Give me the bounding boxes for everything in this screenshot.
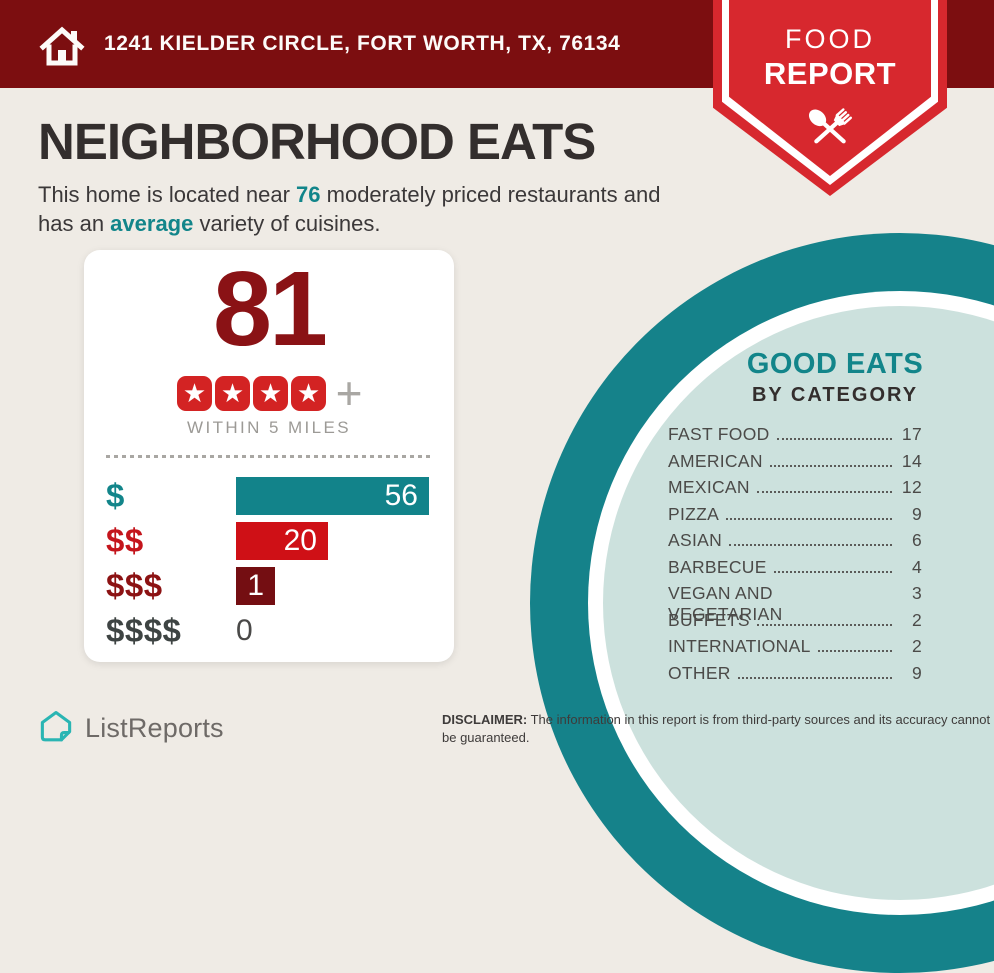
star-icon: ★ — [291, 376, 327, 411]
dotted-leader — [737, 676, 892, 679]
good-eats-title: GOOD EATS — [746, 348, 924, 380]
category-value: 12 — [901, 477, 922, 497]
category-label: BUFFETS — [668, 609, 750, 630]
price-bar: 0 — [236, 612, 432, 650]
star-icon: ★ — [253, 376, 289, 411]
price-label: $$ — [106, 521, 144, 559]
category-label: PIZZA — [668, 503, 720, 524]
category-value: 4 — [911, 556, 922, 577]
category-label: FAST FOOD — [668, 424, 770, 444]
price-label: $ — [106, 476, 125, 514]
price-bar-value: 0 — [236, 613, 253, 647]
price-row: $$ 20 — [106, 518, 432, 563]
ribbon-title-line2: REPORT — [763, 56, 897, 91]
spoon-and-fork-icon — [808, 108, 853, 144]
list-item: PIZZA 9 — [668, 504, 922, 531]
food-report-ribbon: FOOD REPORT — [713, 0, 947, 196]
disclaimer-label: DISCLAIMER: — [442, 712, 528, 727]
price-row: $ 56 — [106, 473, 432, 518]
intro-section: NEIGHBORHOOD EATS This home is located n… — [38, 112, 698, 238]
category-label: MEXICAN — [668, 477, 750, 497]
category-label: OTHER — [668, 662, 731, 683]
category-value: 3 — [911, 583, 922, 603]
disclaimer-text: The information in this report is from t… — [442, 712, 991, 746]
property-address: 1241 KIELDER CIRCLE, FORT WORTH, TX, 761… — [104, 32, 621, 55]
category-label: VEGAN AND VEGETARIAN — [668, 583, 783, 624]
price-label: $$$ — [106, 566, 163, 604]
category-value: 9 — [911, 662, 922, 683]
variety-highlight: average — [110, 210, 194, 236]
list-item: FAST FOOD 17 — [668, 424, 922, 451]
list-item: BARBECUE 4 — [668, 557, 922, 584]
list-item: INTERNATIONAL 2 — [668, 636, 922, 663]
price-bar-chart: $ 56 $$ 20 $$$ 1 $$$$ 0 — [106, 473, 432, 653]
list-item: ASIAN 6 — [668, 530, 922, 557]
category-label: INTERNATIONAL — [668, 636, 811, 656]
subtitle-text-2: moderately priced restaurants and — [320, 182, 661, 207]
subtitle-text-3: has an — [38, 210, 111, 236]
price-bar-value: 56 — [384, 478, 418, 512]
good-eats-section: GOOD EATS BY CATEGORY FAST FOOD 17 AMERI… — [660, 348, 994, 689]
plus-sign: + — [335, 367, 363, 419]
list-item: AMERICAN 14 — [668, 451, 922, 478]
category-label: ASIAN — [668, 530, 723, 550]
dotted-leader — [773, 570, 892, 573]
category-label: BARBECUE — [668, 556, 767, 577]
listreports-logo: ListReports — [36, 708, 224, 748]
listreports-house-icon — [40, 711, 72, 742]
star-icon: ★ — [177, 376, 213, 411]
category-label: AMERICAN — [668, 450, 763, 471]
restaurant-score: 81 — [213, 250, 328, 368]
price-row: $$$ 1 — [106, 563, 432, 608]
category-value: 2 — [911, 636, 922, 656]
category-value: 2 — [911, 609, 922, 630]
star-icon: ★ — [215, 376, 251, 411]
disclaimer: DISCLAIMER: The information in this repo… — [442, 711, 994, 747]
dotted-leader — [726, 517, 892, 520]
list-item: VEGAN AND VEGETARIAN 3 — [668, 583, 922, 624]
page-title: NEIGHBORHOOD EATS — [38, 113, 596, 170]
price-bar: 56 — [236, 476, 429, 515]
restaurant-score-card: 81 ★ ★ ★ ★ + WITHIN 5 MILES $ 56 $$ 20 $$$ 1… — [84, 250, 454, 662]
home-icon — [39, 26, 85, 66]
price-label: $$$$ — [106, 611, 182, 649]
dotted-leader — [729, 544, 892, 546]
subtitle-text-1: This home is located near — [38, 182, 297, 207]
good-eats-list: FAST FOOD 17 AMERICAN 14 MEXICAN 12 PIZZ… — [668, 424, 922, 689]
dotted-leader — [756, 623, 892, 626]
dotted-leader — [756, 491, 892, 493]
star-rating: ★ ★ ★ ★ + — [106, 367, 432, 419]
price-bar: 20 — [236, 521, 328, 560]
good-eats-subtitle: BY CATEGORY — [751, 384, 919, 406]
category-value: 6 — [911, 530, 922, 550]
category-value: 9 — [911, 503, 922, 524]
brand-name: ListReports — [85, 712, 224, 743]
restaurant-count: 76 — [296, 182, 321, 207]
dotted-leader — [769, 464, 892, 467]
subtitle-text-4: variety of cuisines. — [193, 210, 381, 236]
price-row: $$$$ 0 — [106, 608, 432, 653]
price-bar-value: 1 — [247, 568, 264, 602]
dotted-leader — [817, 650, 892, 652]
list-item: OTHER 9 — [668, 663, 922, 690]
list-item: BUFFETS 2 — [668, 610, 922, 637]
ribbon-title-line1: FOOD — [785, 24, 875, 54]
price-bar-value: 20 — [283, 523, 317, 557]
dashed-divider — [106, 455, 432, 458]
radius-label: WITHIN 5 MILES — [187, 418, 351, 437]
dotted-leader — [776, 438, 892, 440]
category-value: 17 — [901, 424, 922, 444]
intro-subtitle: This home is located near 76 moderately … — [38, 181, 698, 238]
price-bar: 1 — [236, 566, 275, 605]
list-item: MEXICAN 12 — [668, 477, 922, 504]
category-value: 14 — [901, 450, 922, 471]
